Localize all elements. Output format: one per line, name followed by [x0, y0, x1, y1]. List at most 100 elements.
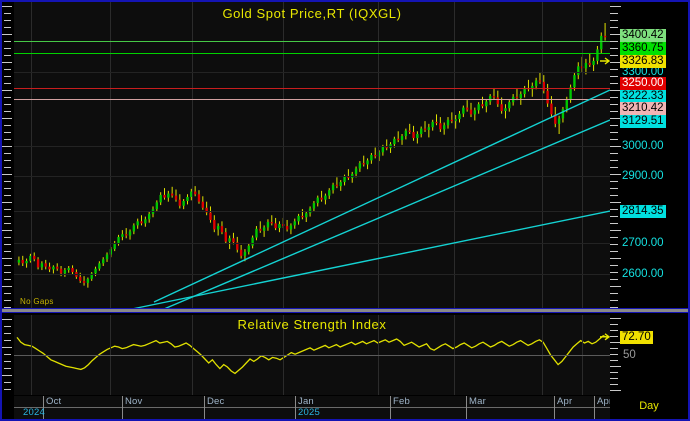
candle-body — [205, 207, 208, 213]
interval-box[interactable]: Day — [610, 396, 688, 419]
axis-tick — [4, 216, 11, 217]
candle-body — [469, 109, 473, 115]
rsi-left-tick-rail — [2, 315, 14, 395]
candle-body — [454, 119, 457, 122]
candle-body — [492, 96, 496, 98]
rsi-plot-area[interactable]: Relative Strength Index — [14, 315, 610, 395]
candle-body — [44, 263, 47, 267]
grid-line-vertical — [110, 2, 111, 310]
axis-tick — [2, 6, 12, 7]
grid-line-vertical — [192, 2, 193, 310]
candle-body — [167, 193, 170, 198]
rsi-axis-tick — [610, 366, 621, 367]
candle-body — [117, 236, 120, 243]
candle-body — [102, 259, 105, 264]
candle-body — [308, 208, 312, 214]
candle-body — [377, 152, 381, 157]
grid-line-vertical — [542, 2, 543, 310]
axis-tick — [4, 389, 11, 390]
candle-body — [140, 221, 143, 224]
axis-tick — [4, 251, 11, 252]
date-month-label: Apr — [557, 396, 573, 407]
date-axis-strip[interactable]: Oct Nov Dec Jan Feb Mar Apr Apr 2024 2025 — [14, 396, 612, 419]
price-axis-tick — [610, 293, 618, 294]
candle-body — [56, 266, 59, 269]
axis-tick — [4, 76, 11, 77]
date-left-rail — [2, 396, 14, 419]
grid-line-vertical — [31, 2, 32, 310]
price-axis-tick — [610, 20, 618, 21]
candle-body — [105, 254, 109, 260]
price-axis-tick — [610, 90, 621, 91]
trend-lower-label: 2814.35 — [620, 205, 666, 218]
candle-body — [228, 238, 231, 242]
candle-body — [561, 108, 565, 119]
candle-body — [21, 259, 24, 264]
axis-tick — [4, 293, 11, 294]
date-axis-rule — [14, 407, 610, 408]
price-axis-tick-label: 3000.00 — [622, 140, 664, 152]
candle-body — [603, 35, 607, 38]
price-axis-tick — [610, 69, 618, 70]
rsi-midline — [14, 355, 610, 356]
candle-body — [163, 194, 166, 198]
candle-body — [557, 118, 561, 124]
candle-body — [98, 263, 101, 269]
axis-tick — [2, 118, 12, 119]
candle-body — [465, 107, 469, 110]
candle-body — [351, 173, 354, 178]
candle-body — [538, 80, 542, 82]
rsi-axis-tick — [610, 372, 618, 373]
candle-body — [71, 268, 74, 273]
axis-tick — [2, 202, 12, 203]
candle-body — [370, 154, 373, 161]
rsi-axis-tick — [610, 360, 618, 361]
price-plot-area[interactable]: Gold Spot Price,RT (IQXGL) No Gaps — [14, 2, 610, 310]
rsi-axis-tick — [610, 330, 618, 331]
price-axis-tick — [610, 6, 621, 7]
candle-body — [343, 176, 346, 183]
candle-body — [473, 110, 477, 115]
axis-tick — [4, 13, 11, 14]
date-axis-panel: Oct Nov Dec Jan Feb Mar Apr Apr 2024 2025 Day — [2, 396, 688, 419]
candle-body — [178, 199, 182, 206]
axis-tick — [4, 209, 11, 210]
candle-body — [442, 125, 446, 130]
candle-body — [542, 81, 545, 91]
rsi-axis[interactable]: 72.70 50 — [600, 315, 688, 395]
candle-body — [193, 191, 197, 195]
price-axis-tick — [610, 125, 618, 126]
date-year-label: 2025 — [298, 407, 320, 418]
candle-body — [182, 201, 185, 206]
candle-body — [94, 268, 97, 274]
candle-body — [477, 104, 480, 111]
candle-body — [335, 184, 339, 187]
candle-body — [354, 168, 358, 174]
panel-divider — [2, 308, 688, 313]
candle-body — [316, 197, 319, 204]
last-price-arrow-icon — [600, 57, 611, 65]
candle-body — [404, 130, 408, 137]
rsi-current-value-label: 72.70 — [620, 330, 653, 344]
axis-tick — [4, 125, 11, 126]
price-axis-tick — [610, 209, 618, 210]
price-axis-tick — [610, 230, 621, 231]
candle-body — [565, 99, 568, 109]
price-axis-tick — [610, 132, 618, 133]
candle-body — [79, 276, 82, 281]
channel-lower-label: 3129.51 — [620, 115, 666, 128]
rsi-panel-title: Relative Strength Index — [237, 317, 387, 332]
candle-body — [213, 219, 216, 230]
axis-tick — [2, 347, 12, 348]
candle-body — [397, 138, 400, 141]
candle-body — [446, 119, 450, 126]
candle-body — [259, 228, 262, 231]
candle-body — [48, 266, 51, 270]
price-axis-tick — [610, 139, 618, 140]
rsi-midline-label: 50 — [623, 349, 636, 361]
candle-body — [132, 225, 136, 232]
price-axis[interactable]: 3300.003000.002900.002800.002700.002600.… — [600, 2, 688, 310]
date-separator — [204, 396, 205, 419]
candle-body — [113, 242, 116, 250]
date-separator — [466, 396, 467, 419]
